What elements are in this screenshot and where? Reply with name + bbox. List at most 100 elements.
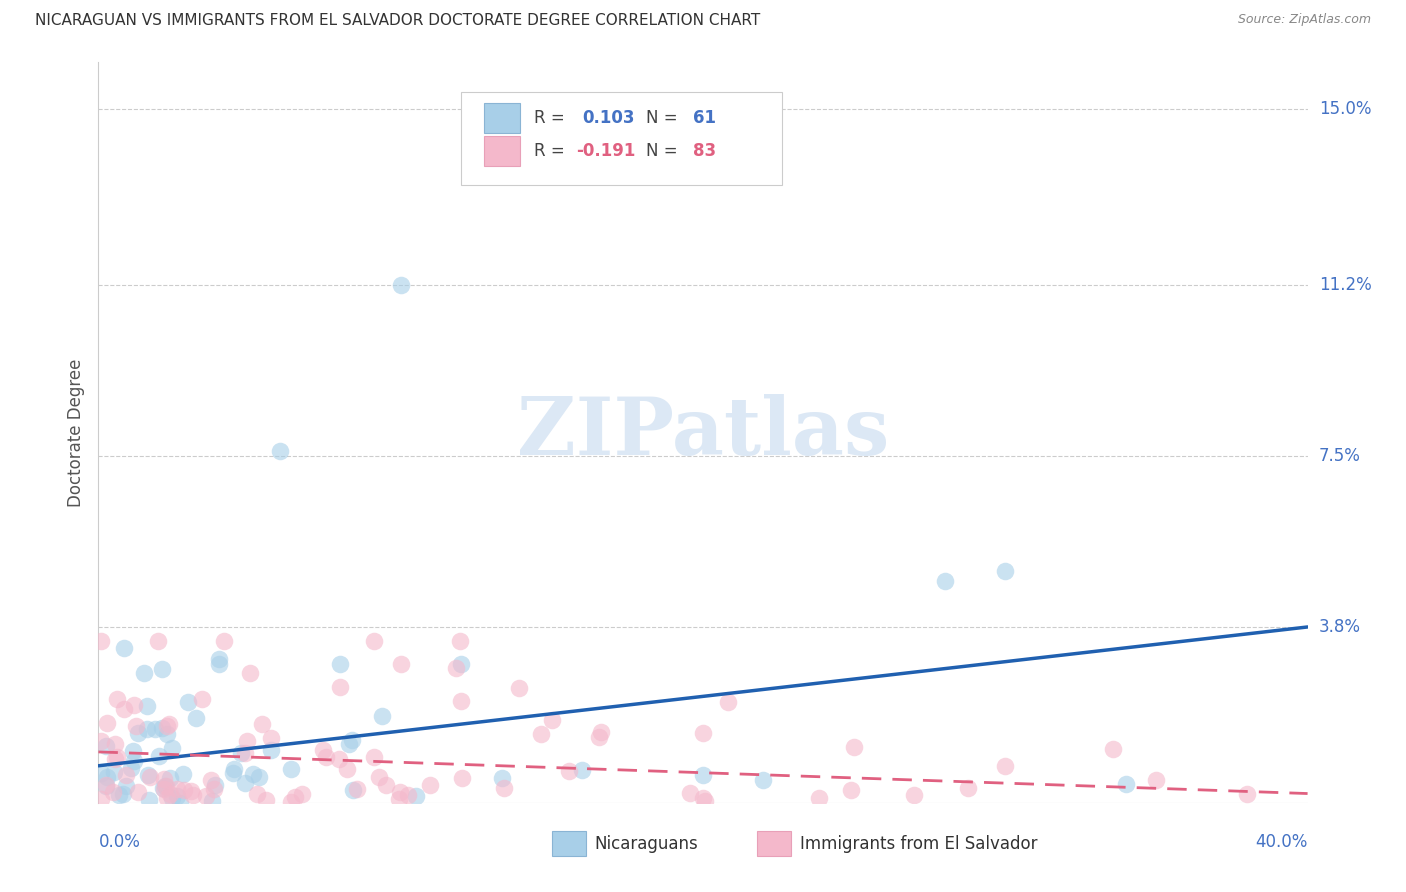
Point xyxy=(841,783,863,797)
Point xyxy=(204,778,226,792)
Point xyxy=(291,787,314,801)
Point xyxy=(540,713,562,727)
Text: R =: R = xyxy=(534,109,569,127)
Point xyxy=(844,740,866,755)
Point xyxy=(166,789,188,803)
Point xyxy=(492,780,515,795)
Point xyxy=(96,739,118,753)
Point xyxy=(692,768,714,782)
Point xyxy=(1144,772,1167,787)
Point xyxy=(184,710,207,724)
Point xyxy=(96,716,118,731)
FancyBboxPatch shape xyxy=(484,136,520,166)
Point xyxy=(124,754,146,768)
Point xyxy=(177,695,200,709)
Point xyxy=(588,730,610,744)
Point xyxy=(90,633,112,648)
Point xyxy=(127,785,149,799)
Text: N =: N = xyxy=(647,143,683,161)
FancyBboxPatch shape xyxy=(758,830,792,856)
Point xyxy=(160,740,183,755)
Text: 3.8%: 3.8% xyxy=(1319,618,1361,636)
Point xyxy=(508,681,530,696)
Point xyxy=(1115,777,1137,791)
Text: Source: ZipAtlas.com: Source: ZipAtlas.com xyxy=(1237,13,1371,27)
Point xyxy=(124,698,146,712)
Point xyxy=(155,780,177,794)
Point xyxy=(104,752,127,766)
Point xyxy=(1102,741,1125,756)
Point xyxy=(491,771,513,785)
Text: ZIPatlas: ZIPatlas xyxy=(517,393,889,472)
Point xyxy=(136,768,159,782)
Point xyxy=(329,680,352,694)
Point xyxy=(90,792,112,806)
Point xyxy=(212,633,235,648)
Point xyxy=(172,767,194,781)
Point xyxy=(250,717,273,731)
Point xyxy=(201,794,224,808)
Point xyxy=(693,794,716,808)
Point xyxy=(173,783,195,797)
Point xyxy=(235,734,257,748)
Point xyxy=(1236,787,1258,801)
Point xyxy=(450,694,472,708)
Point xyxy=(101,785,124,799)
Point xyxy=(692,726,714,740)
Point xyxy=(115,779,138,793)
Point xyxy=(138,793,160,807)
Point xyxy=(94,779,117,793)
Point xyxy=(180,784,202,798)
Point xyxy=(315,749,337,764)
Point xyxy=(125,719,148,733)
Point xyxy=(245,787,267,801)
Text: 83: 83 xyxy=(693,143,717,161)
Point xyxy=(208,652,231,666)
Point xyxy=(337,737,360,751)
Point xyxy=(222,765,245,780)
Text: 61: 61 xyxy=(693,109,716,127)
Point xyxy=(233,776,256,790)
Point xyxy=(558,764,581,778)
Point xyxy=(367,770,389,784)
Point xyxy=(363,749,385,764)
Point xyxy=(571,764,593,778)
Point xyxy=(166,781,188,796)
Point xyxy=(153,781,176,796)
Text: 15.0%: 15.0% xyxy=(1319,100,1371,118)
Point xyxy=(312,743,335,757)
Point xyxy=(335,762,357,776)
Point xyxy=(181,789,204,803)
Point xyxy=(231,746,253,760)
FancyBboxPatch shape xyxy=(461,92,782,185)
Point xyxy=(446,661,468,675)
Point xyxy=(807,790,830,805)
Point xyxy=(136,699,159,714)
Point xyxy=(157,716,180,731)
Point xyxy=(388,785,411,799)
Point xyxy=(104,738,127,752)
Point xyxy=(112,640,135,655)
Point xyxy=(138,770,160,784)
Y-axis label: Doctorate Degree: Doctorate Degree xyxy=(66,359,84,507)
Point xyxy=(329,657,352,671)
Text: 7.5%: 7.5% xyxy=(1319,447,1361,465)
Point xyxy=(242,767,264,781)
Point xyxy=(90,766,112,780)
Point xyxy=(239,666,262,681)
Point xyxy=(388,791,411,805)
Point xyxy=(678,786,700,800)
Point xyxy=(280,795,302,809)
Point xyxy=(135,722,157,736)
Point xyxy=(90,734,112,748)
Point xyxy=(159,787,181,801)
Point xyxy=(121,744,143,758)
Point xyxy=(340,733,363,747)
Point xyxy=(419,778,441,792)
Text: 0.103: 0.103 xyxy=(582,109,634,127)
Point xyxy=(150,661,173,675)
Point xyxy=(148,749,170,764)
Point xyxy=(200,772,222,787)
Point xyxy=(107,692,129,706)
Point xyxy=(233,746,256,760)
